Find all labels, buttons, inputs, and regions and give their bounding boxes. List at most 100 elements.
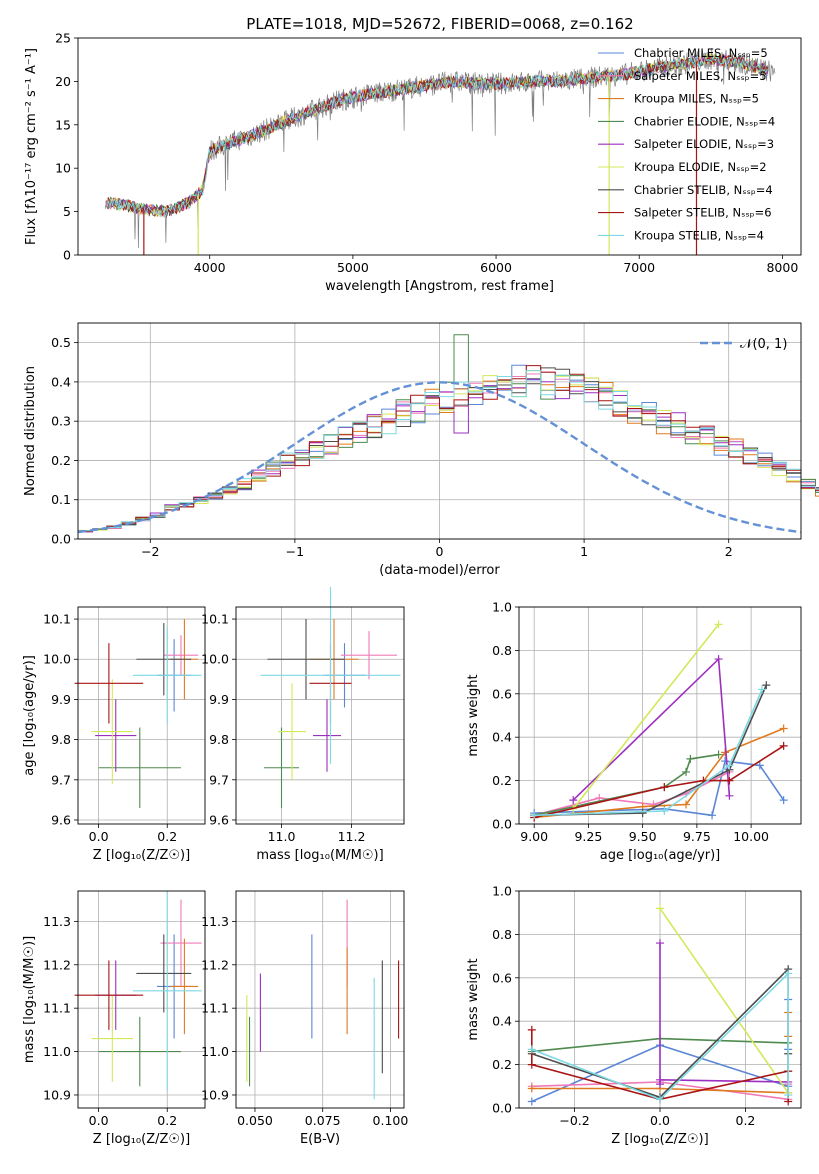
axes-frame [77,890,206,1109]
x-axis-label: (data-model)/error [379,563,500,578]
y-tick-label: 10.1 [43,612,71,627]
y-tick-label: 0.2 [51,453,71,468]
weight-point-marker [656,904,664,913]
spectrum-title: PLATE=1018, MJD=52672, FIBERID=0068, z=0… [246,15,633,33]
legend-entry: Chabrier ELODIE, Nₛₛₚ=4 [634,114,775,128]
x-tick-label: 4000 [194,260,226,275]
y-tick-label: 11.0 [201,1044,229,1059]
y-tick-label: 10.9 [201,1087,229,1102]
weight-point-marker [714,620,723,629]
y-tick-label: 10.0 [201,652,229,667]
model-spectrum-line [107,53,769,218]
x-tick-label: 0.2 [157,829,177,844]
legend-entry: Chabrier STELIB, Nₛₛₚ=4 [634,183,773,197]
weight-point-marker [682,767,691,776]
y-tick-label: 0.6 [492,686,512,701]
y-tick-label: 9.6 [51,812,71,827]
weight-point-marker [784,1090,793,1099]
weight-point-marker [725,776,734,785]
weight-point-marker [527,1084,536,1093]
y-tick-label: 9.7 [51,772,71,787]
x-tick-label: 0.100 [373,1113,409,1128]
y-tick-label: 1.0 [492,884,512,899]
weight-point-marker [530,811,539,820]
y-tick-label: 0.4 [492,1014,512,1029]
gaussian-curve [77,381,802,534]
x-axis-label: Z [log₁₀(Z/Z☉)] [611,1132,708,1147]
weight-point-marker [527,1025,536,1034]
x-tick-label: 0.2 [736,1113,756,1128]
legend-entry: 𝒩(0, 1) [740,337,787,352]
x-axis-label: E(B-V) [300,1132,340,1147]
histogram-series-step [78,334,819,532]
weight-point-marker [779,796,788,805]
y-tick-label: 9.9 [209,692,229,707]
y-tick-label: 11.3 [43,914,71,929]
weight-point-marker [527,1045,536,1054]
y-tick-label: 25 [55,31,71,46]
x-tick-label: −2 [141,544,159,559]
legend-entry: Chabrier MILES, Nₛₛₚ=5 [634,46,768,60]
x-tick-label: 10.00 [733,829,769,844]
weight-point-marker [721,757,730,766]
y-tick-label: 20 [55,74,71,89]
weight-series-line [572,623,720,810]
weight-point-marker [656,1075,664,1084]
y-tick-label: 15 [55,117,71,132]
y-tick-label: 10.0 [43,652,71,667]
legend-entry: Kroupa STELIB, Nₛₛₚ=4 [634,228,764,242]
x-tick-label: 0.0 [89,829,109,844]
weight-point-marker [660,806,669,815]
y-tick-label: 9.9 [51,692,71,707]
spectrum-panel: 4000 5000 6000 7000 8000 0 5 10 15 20 25 wavelength… [24,31,802,294]
axes-frame [518,890,802,1109]
axes-frame [77,606,206,825]
axes-frame [77,37,802,256]
x-axis-label: Z [log₁₀(Z/Z☉)] [93,1132,190,1147]
x-tick-label: 9.75 [683,829,711,844]
z-mass-panel: 0.0 0.2 10.9 11.0 11.1 11.2 11.3 Z [log₁₀(Z/Z☉)… [22,890,206,1147]
y-tick-label: 5 [63,204,71,219]
x-tick-label: 9.00 [520,829,548,844]
y-tick-label: 11.1 [201,1001,229,1016]
weight-point-marker [656,1095,664,1104]
y-tick-label: 0.0 [492,1101,512,1116]
y-tick-label: 0.2 [492,773,512,788]
weight-series-line [659,907,789,1094]
x-tick-label: −1 [286,544,304,559]
weight-point-marker [784,969,793,978]
weight-series-line [534,753,719,817]
histogram-series-step [78,365,819,532]
y-axis-label: mass [log₁₀(M/M☉)] [22,936,37,1063]
x-axis-label: age [log₁₀(age/yr)] [600,848,721,863]
weight-point-marker [757,685,766,694]
weight-point-marker [686,754,695,763]
x-tick-label: 7000 [623,260,655,275]
ebv-mass-panel: 0.050 0.075 0.100 10.9 11.0 11.1 11.2 11.3 E(B-V… [201,890,409,1147]
y-tick-label: 0.0 [51,532,71,547]
weight-point-marker [725,791,734,800]
x-tick-label: 0.0 [89,1113,109,1128]
weight-point-marker [708,811,717,820]
x-axis-label: Z [log₁₀(Z/Z☉)] [93,848,190,863]
x-tick-label: 11.0 [268,829,296,844]
y-tick-label: 0.4 [51,374,71,389]
weight-point-marker [779,741,788,750]
weight-point-marker [714,750,723,759]
weight-point-marker [638,809,647,818]
weight-point-marker [779,724,788,733]
x-tick-label: 0.0 [650,1113,670,1128]
legend-entry: Salpeter MILES, Nₛₛₚ=5 [634,69,767,83]
y-tick-label: 0.0 [492,817,512,832]
legend-entry: Salpeter ELODIE, Nₛₛₚ=3 [634,137,774,151]
weight-point-marker [755,761,764,770]
y-tick-label: 9.6 [209,812,229,827]
observed-spectrum-line [104,47,776,249]
z-weight-panel: −0.2 0.0 0.2 0.0 0.2 0.4 0.6 0.8 1.0 Z [log₁₀(Z/Z… [466,884,802,1147]
x-tick-label: 5000 [337,260,369,275]
weight-point-marker [527,1060,536,1069]
y-axis-label: age [log₁₀(age/yr)] [22,655,37,776]
x-tick-label: 11.2 [338,829,366,844]
histogram-series-step [78,378,819,533]
